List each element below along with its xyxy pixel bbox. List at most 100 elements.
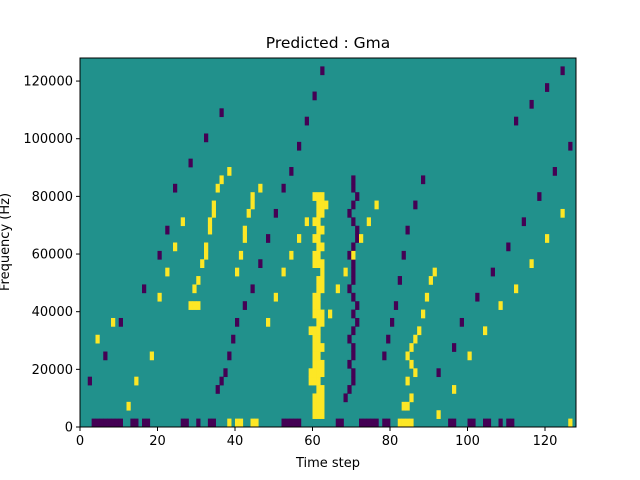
- heatmap-cell-high: [297, 234, 302, 243]
- heatmap-cell-high: [320, 385, 325, 394]
- heatmap-cell-high: [204, 242, 209, 252]
- heatmap-cell-high: [215, 183, 220, 193]
- heatmap-cell-low: [231, 334, 236, 344]
- y-tick-label: 100000: [23, 132, 73, 147]
- heatmap-cell-low: [304, 116, 309, 126]
- heatmap-cell-low: [285, 418, 290, 428]
- heatmap-cell-low: [537, 192, 542, 201]
- heatmap-cell-low: [114, 418, 120, 428]
- heatmap-cell-low: [207, 418, 213, 428]
- plot-area: [80, 58, 576, 428]
- heatmap-cell-high: [200, 259, 205, 269]
- heatmap-cell-high: [316, 208, 321, 218]
- heatmap-cell-low: [560, 66, 565, 76]
- heatmap-cell-high: [405, 401, 410, 411]
- heatmap-cell-high: [417, 326, 422, 336]
- heatmap-cell-low: [111, 418, 116, 428]
- heatmap-cell-low: [289, 418, 294, 428]
- heatmap-cell-low: [355, 301, 360, 310]
- heatmap-cell-low: [413, 200, 418, 210]
- heatmap-cell-low: [134, 418, 139, 428]
- heatmap-cell-high: [289, 250, 294, 260]
- chart-title: Predicted : Gma: [266, 34, 390, 52]
- heatmap-cell-high: [374, 200, 379, 210]
- heatmap-cell-high: [320, 242, 325, 252]
- heatmap-cell-high: [366, 217, 371, 227]
- heatmap-cell-high: [320, 393, 325, 403]
- y-axis-label: Frequency (Hz): [0, 193, 13, 291]
- heatmap-cell-high: [428, 276, 433, 285]
- heatmap-cell-high: [238, 418, 244, 428]
- heatmap-cell-low: [235, 317, 240, 327]
- heatmap-cell-high: [545, 234, 550, 243]
- heatmap-cell-high: [409, 393, 414, 403]
- x-tick-label: 100: [455, 434, 480, 449]
- heatmap-cell-low: [320, 66, 325, 76]
- heatmap-cell-high: [320, 359, 325, 369]
- heatmap-cell-high: [312, 217, 317, 227]
- heatmap-cell-low: [351, 351, 356, 361]
- heatmap-cell-high: [316, 276, 321, 285]
- heatmap-cell-low: [99, 418, 104, 428]
- heatmap-cell-high: [316, 410, 321, 419]
- heatmap-cell-high: [320, 284, 325, 294]
- heatmap-cell-high: [405, 418, 410, 428]
- heatmap-cell-low: [529, 99, 534, 109]
- heatmap-cell-high: [312, 359, 317, 369]
- heatmap-cell-low: [281, 183, 286, 193]
- heatmap-cell-high: [258, 183, 263, 193]
- y-tick-label: 60000: [32, 248, 73, 263]
- heatmap-cell-low: [227, 351, 232, 361]
- y-axis-ticks: 0 20000 40000 60000 80000 100000 120000: [23, 75, 80, 436]
- heatmap-cell-low: [347, 385, 352, 394]
- heatmap-cell-high: [157, 292, 162, 302]
- heatmap-cell-low: [130, 418, 135, 428]
- heatmap-cell-high: [165, 267, 170, 277]
- heatmap-cell-high: [211, 200, 216, 210]
- heatmap-cell-low: [397, 276, 402, 285]
- heatmap-cell-low: [351, 175, 356, 185]
- heatmap-cell-low: [107, 418, 112, 428]
- heatmap-cell-low: [552, 167, 557, 176]
- heatmap-cell-high: [308, 326, 313, 336]
- heatmap-cell-low: [490, 267, 495, 277]
- heatmap-cell-high: [405, 351, 410, 361]
- heatmap-cell-low: [347, 250, 352, 260]
- heatmap-cell-low: [355, 192, 360, 201]
- heatmap-cell-high: [235, 418, 240, 428]
- heatmap-cell-low: [486, 418, 492, 428]
- heatmap-cell-low: [343, 393, 348, 403]
- heatmap-cell-high: [343, 267, 348, 277]
- x-tick-label: 40: [227, 434, 244, 449]
- heatmap-cell-high: [409, 418, 414, 428]
- heatmap-cell-high: [351, 250, 356, 260]
- heatmap-cell-low: [467, 418, 472, 428]
- heatmap-cell-low: [103, 351, 108, 361]
- heatmap-cell-low: [188, 158, 193, 168]
- heatmap-cell-high: [273, 292, 278, 302]
- heatmap-cell-high: [560, 208, 565, 218]
- heatmap-cell-high: [134, 376, 139, 386]
- heatmap-cell-high: [219, 175, 224, 185]
- heatmap-cell-high: [413, 334, 418, 344]
- heatmap-cell-high: [196, 276, 201, 285]
- heatmap-cell-high: [316, 385, 321, 394]
- heatmap-cell-low: [103, 418, 108, 428]
- heatmap-cell-low: [289, 167, 294, 176]
- heatmap-cell-high: [250, 192, 255, 201]
- heatmap-cell-high: [235, 267, 240, 277]
- heatmap-cell-high: [320, 200, 325, 210]
- heatmap-cell-high: [316, 334, 321, 344]
- heatmap-cell-low: [370, 418, 375, 428]
- heatmap-cell-low: [145, 418, 151, 428]
- heatmap-cell-high: [312, 292, 317, 302]
- heatmap-cell-low: [219, 108, 224, 118]
- heatmap-cell-high: [312, 343, 317, 352]
- heatmap-cell-low: [448, 418, 453, 428]
- heatmap-cell-low: [405, 225, 410, 235]
- heatmap-cell-high: [320, 267, 325, 277]
- heatmap-cell-high: [320, 317, 325, 327]
- heatmap-cell-high: [207, 225, 213, 235]
- heatmap-cell-low: [281, 418, 286, 428]
- x-axis-label: Time step: [295, 456, 360, 471]
